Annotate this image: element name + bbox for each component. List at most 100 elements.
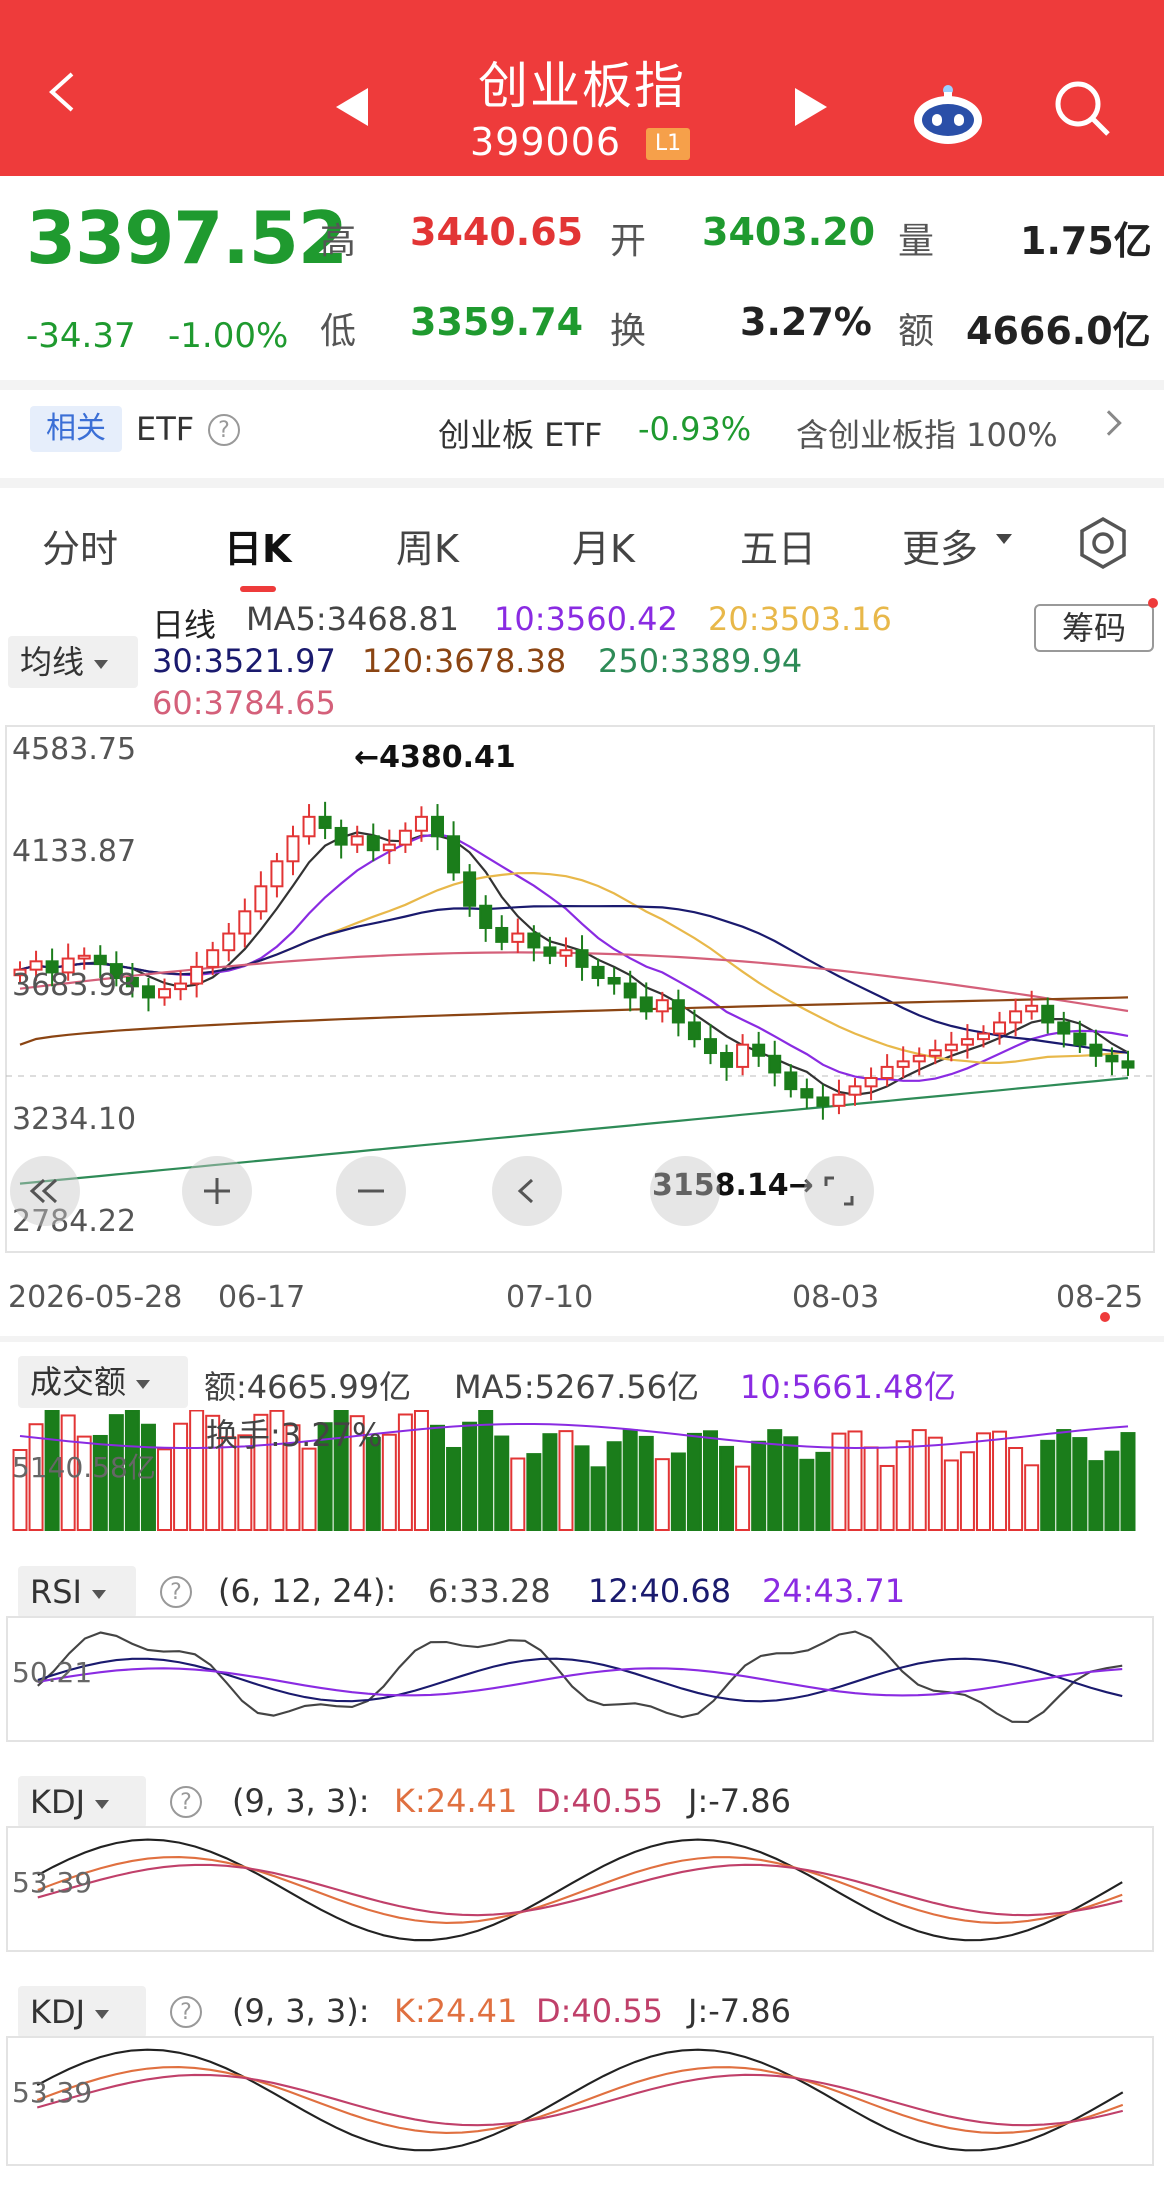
candle xyxy=(1105,1054,1119,1063)
chevron-down-icon[interactable] xyxy=(996,534,1012,544)
candle xyxy=(880,1065,894,1080)
ma-line xyxy=(19,996,1129,1046)
tab-monthly-k[interactable]: 月K xyxy=(572,527,635,571)
volume-bar xyxy=(1024,1464,1040,1531)
settings-icon[interactable] xyxy=(1076,516,1130,570)
related-tag[interactable]: 相关 xyxy=(30,406,122,452)
fullscreen-button[interactable] xyxy=(804,1156,874,1226)
candle xyxy=(703,1038,717,1055)
candle xyxy=(752,1043,766,1057)
candle xyxy=(1009,1010,1023,1024)
volume-bar xyxy=(992,1430,1008,1531)
volume-bar xyxy=(173,1422,189,1532)
kdj-chart[interactable] xyxy=(6,2036,1154,2166)
candle xyxy=(93,954,107,966)
kdj-d-value: D:40.55 xyxy=(536,1782,664,1820)
tab-weekly-k[interactable]: 周K xyxy=(396,527,459,571)
volume-bar xyxy=(494,1435,510,1531)
low-annotation: 3158.14→ xyxy=(652,1168,814,1203)
low-label: 低 xyxy=(320,311,357,352)
candle xyxy=(254,885,268,913)
chevron-down-icon xyxy=(94,659,109,669)
tab-daily-k[interactable]: 日K xyxy=(224,527,292,571)
candle xyxy=(238,910,252,935)
robot-assistant-icon[interactable] xyxy=(910,82,986,146)
tab-intraday[interactable]: 分时 xyxy=(42,527,119,571)
next-stock-icon[interactable] xyxy=(795,88,827,126)
candle xyxy=(479,904,493,929)
chip-distribution-button[interactable]: 筹码 xyxy=(1034,604,1154,652)
tab-more[interactable]: 更多 xyxy=(902,527,979,571)
volume-bar xyxy=(558,1430,574,1532)
volume-bar xyxy=(285,1424,301,1532)
kdj-axis-label: 53.39 xyxy=(12,2076,93,2109)
volume-bar xyxy=(205,1414,221,1532)
volume-ma10: 10:5661.48亿 xyxy=(740,1368,956,1406)
divider xyxy=(0,478,1164,488)
ma-line xyxy=(19,832,1129,1082)
candle xyxy=(816,1096,830,1107)
volume-bar xyxy=(124,1410,140,1531)
price-change: -34.37 xyxy=(26,316,136,356)
price-axis-max: 4583.75 xyxy=(12,732,137,767)
kdj-params: (9, 3, 3): xyxy=(232,1782,370,1820)
volume-bar xyxy=(622,1429,638,1531)
open-value: 3403.20 xyxy=(702,210,876,254)
candle xyxy=(511,932,525,943)
candle xyxy=(174,982,188,991)
kdj-indicator-dropdown[interactable]: KDJ xyxy=(18,1986,146,2038)
date-axis-label: 08-03 xyxy=(792,1280,880,1315)
kdj-indicator-dropdown[interactable]: KDJ xyxy=(18,1776,146,1828)
volume-bar xyxy=(686,1432,702,1532)
scroll-right-button[interactable] xyxy=(650,1156,720,1226)
chevron-down-icon xyxy=(95,2009,110,2019)
candle xyxy=(1121,1060,1135,1069)
volume-bar xyxy=(975,1432,991,1531)
kdj-dropdown-label: KDJ xyxy=(30,1783,86,1821)
search-icon[interactable] xyxy=(1050,76,1114,140)
volume-bar xyxy=(221,1436,237,1531)
candle xyxy=(382,843,396,852)
volume-bar xyxy=(526,1453,542,1532)
ma120-value: 120:3678.38 xyxy=(362,642,567,680)
indicator-line xyxy=(37,1863,1123,1917)
candle xyxy=(944,1043,958,1052)
zoom-out-button[interactable] xyxy=(336,1156,406,1226)
help-icon[interactable]: ? xyxy=(170,1786,202,1818)
help-icon[interactable]: ? xyxy=(208,414,240,446)
rsi-indicator-dropdown[interactable]: RSI xyxy=(18,1566,136,1618)
volume-bar xyxy=(365,1436,381,1531)
tab-five-day[interactable]: 五日 xyxy=(740,527,817,571)
help-icon[interactable]: ? xyxy=(160,1576,192,1608)
ma5-value: MA5:3468.81 xyxy=(246,600,459,638)
candlestick-chart[interactable] xyxy=(0,724,1164,1254)
candle xyxy=(1041,1004,1055,1024)
candle xyxy=(736,1043,750,1068)
scroll-left-button[interactable] xyxy=(492,1156,562,1226)
zoom-in-button[interactable] xyxy=(182,1156,252,1226)
kdj-chart[interactable] xyxy=(6,1826,1154,1952)
rsi-dropdown-label: RSI xyxy=(30,1573,82,1611)
back-icon[interactable] xyxy=(42,70,86,114)
scroll-start-button[interactable] xyxy=(10,1156,80,1226)
chevron-right-icon[interactable] xyxy=(1096,410,1122,436)
rsi-chart[interactable] xyxy=(6,1616,1154,1742)
help-icon[interactable]: ? xyxy=(170,1996,202,2028)
volume-bar xyxy=(1088,1460,1104,1531)
turnover-rate: 换手:3.27% xyxy=(206,1416,383,1454)
volume-bar xyxy=(140,1423,156,1531)
ma-dropdown-label: 均线 xyxy=(20,643,85,681)
candle xyxy=(77,954,91,960)
candle xyxy=(1025,1004,1039,1013)
volume-indicator-dropdown[interactable]: 成交额 xyxy=(18,1356,188,1408)
volume-bar xyxy=(542,1433,558,1531)
etf-name[interactable]: 创业板 ETF xyxy=(438,416,603,454)
rsi6-value: 6:33.28 xyxy=(428,1572,551,1610)
volume-chart[interactable] xyxy=(0,1410,1164,1534)
prev-stock-icon[interactable] xyxy=(336,88,368,126)
date-axis-label: 08-25 xyxy=(1056,1280,1144,1315)
volume-bar xyxy=(879,1464,895,1532)
kdj-dropdown-label: KDJ xyxy=(30,1993,86,2031)
ma-dropdown[interactable]: 均线 xyxy=(8,636,138,688)
kdj-d-value: D:40.55 xyxy=(536,1992,664,2030)
